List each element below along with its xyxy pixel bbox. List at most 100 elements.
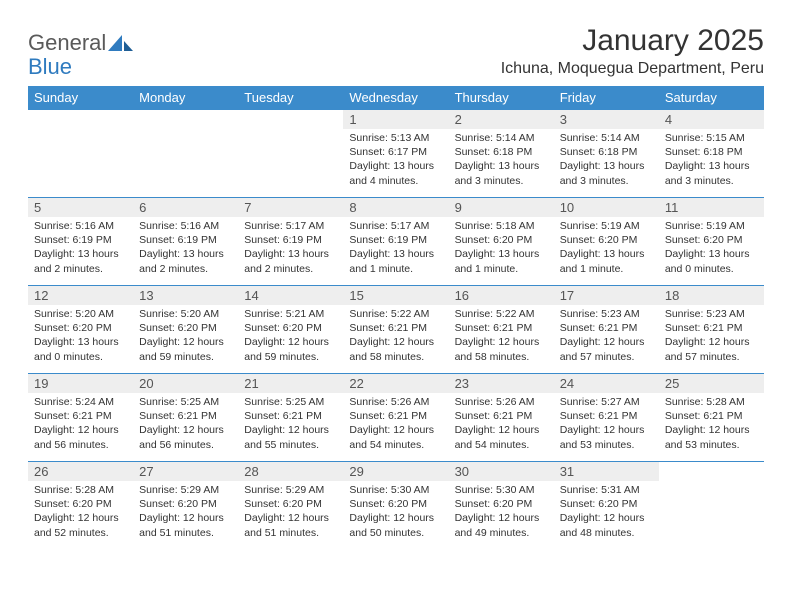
daylight-text: Daylight: 12 hours and 57 minutes. <box>665 335 758 363</box>
calendar-day-cell: 4Sunrise: 5:15 AMSunset: 6:18 PMDaylight… <box>659 110 764 198</box>
day-number: 8 <box>343 198 448 217</box>
calendar-day-cell: 13Sunrise: 5:20 AMSunset: 6:20 PMDayligh… <box>133 286 238 374</box>
calendar-day-cell: 29Sunrise: 5:30 AMSunset: 6:20 PMDayligh… <box>343 462 448 550</box>
daylight-text: Daylight: 12 hours and 52 minutes. <box>34 511 127 539</box>
calendar-day-cell: 23Sunrise: 5:26 AMSunset: 6:21 PMDayligh… <box>449 374 554 462</box>
calendar-day-cell: 16Sunrise: 5:22 AMSunset: 6:21 PMDayligh… <box>449 286 554 374</box>
weekday-header: Thursday <box>449 86 554 110</box>
sunrise-text: Sunrise: 5:17 AM <box>349 219 442 233</box>
sunrise-text: Sunrise: 5:17 AM <box>244 219 337 233</box>
sunset-text: Sunset: 6:19 PM <box>349 233 442 247</box>
day-number: 27 <box>133 462 238 481</box>
daylight-text: Daylight: 12 hours and 53 minutes. <box>665 423 758 451</box>
sunset-text: Sunset: 6:21 PM <box>560 409 653 423</box>
daylight-text: Daylight: 12 hours and 59 minutes. <box>244 335 337 363</box>
daylight-text: Daylight: 12 hours and 51 minutes. <box>139 511 232 539</box>
daylight-text: Daylight: 12 hours and 58 minutes. <box>349 335 442 363</box>
daylight-text: Daylight: 13 hours and 3 minutes. <box>560 159 653 187</box>
day-details: Sunrise: 5:24 AMSunset: 6:21 PMDaylight:… <box>28 393 133 456</box>
sunrise-text: Sunrise: 5:14 AM <box>455 131 548 145</box>
day-details: Sunrise: 5:27 AMSunset: 6:21 PMDaylight:… <box>554 393 659 456</box>
daylight-text: Daylight: 12 hours and 58 minutes. <box>455 335 548 363</box>
sunset-text: Sunset: 6:20 PM <box>244 497 337 511</box>
calendar-day-cell: 20Sunrise: 5:25 AMSunset: 6:21 PMDayligh… <box>133 374 238 462</box>
sunset-text: Sunset: 6:20 PM <box>560 233 653 247</box>
calendar-week-row: 12Sunrise: 5:20 AMSunset: 6:20 PMDayligh… <box>28 286 764 374</box>
calendar-day-cell: 26Sunrise: 5:28 AMSunset: 6:20 PMDayligh… <box>28 462 133 550</box>
day-details: Sunrise: 5:28 AMSunset: 6:20 PMDaylight:… <box>28 481 133 544</box>
sunrise-text: Sunrise: 5:22 AM <box>349 307 442 321</box>
calendar-week-row: 5Sunrise: 5:16 AMSunset: 6:19 PMDaylight… <box>28 198 764 286</box>
day-number: 23 <box>449 374 554 393</box>
day-details: Sunrise: 5:23 AMSunset: 6:21 PMDaylight:… <box>554 305 659 368</box>
daylight-text: Daylight: 13 hours and 2 minutes. <box>244 247 337 275</box>
day-details: Sunrise: 5:22 AMSunset: 6:21 PMDaylight:… <box>449 305 554 368</box>
daylight-text: Daylight: 12 hours and 56 minutes. <box>34 423 127 451</box>
sunset-text: Sunset: 6:20 PM <box>560 497 653 511</box>
sunrise-text: Sunrise: 5:30 AM <box>455 483 548 497</box>
day-number: 2 <box>449 110 554 129</box>
daylight-text: Daylight: 13 hours and 2 minutes. <box>34 247 127 275</box>
daylight-text: Daylight: 12 hours and 49 minutes. <box>455 511 548 539</box>
sunset-text: Sunset: 6:18 PM <box>665 145 758 159</box>
sunset-text: Sunset: 6:21 PM <box>665 321 758 335</box>
calendar-day-cell: 27Sunrise: 5:29 AMSunset: 6:20 PMDayligh… <box>133 462 238 550</box>
day-number: 16 <box>449 286 554 305</box>
daylight-text: Daylight: 12 hours and 59 minutes. <box>139 335 232 363</box>
day-details: Sunrise: 5:25 AMSunset: 6:21 PMDaylight:… <box>238 393 343 456</box>
sunset-text: Sunset: 6:18 PM <box>560 145 653 159</box>
sunset-text: Sunset: 6:21 PM <box>455 409 548 423</box>
calendar-day-cell: 2Sunrise: 5:14 AMSunset: 6:18 PMDaylight… <box>449 110 554 198</box>
sunrise-text: Sunrise: 5:25 AM <box>244 395 337 409</box>
day-number: 14 <box>238 286 343 305</box>
title-block: January 2025 Ichuna, Moquegua Department… <box>501 24 764 78</box>
day-number: 30 <box>449 462 554 481</box>
sunset-text: Sunset: 6:20 PM <box>244 321 337 335</box>
sunset-text: Sunset: 6:21 PM <box>560 321 653 335</box>
sunrise-text: Sunrise: 5:14 AM <box>560 131 653 145</box>
daylight-text: Daylight: 13 hours and 2 minutes. <box>139 247 232 275</box>
daylight-text: Daylight: 13 hours and 1 minute. <box>560 247 653 275</box>
day-number: 11 <box>659 198 764 217</box>
day-details: Sunrise: 5:14 AMSunset: 6:18 PMDaylight:… <box>554 129 659 192</box>
calendar-day-cell: 15Sunrise: 5:22 AMSunset: 6:21 PMDayligh… <box>343 286 448 374</box>
daylight-text: Daylight: 12 hours and 48 minutes. <box>560 511 653 539</box>
weekday-header: Wednesday <box>343 86 448 110</box>
weekday-header: Saturday <box>659 86 764 110</box>
day-number: 9 <box>449 198 554 217</box>
day-number: 15 <box>343 286 448 305</box>
day-details: Sunrise: 5:30 AMSunset: 6:20 PMDaylight:… <box>449 481 554 544</box>
day-details: Sunrise: 5:15 AMSunset: 6:18 PMDaylight:… <box>659 129 764 192</box>
sunrise-text: Sunrise: 5:29 AM <box>139 483 232 497</box>
sunrise-text: Sunrise: 5:28 AM <box>34 483 127 497</box>
calendar-day-cell: .. <box>238 110 343 198</box>
sunrise-text: Sunrise: 5:26 AM <box>349 395 442 409</box>
daylight-text: Daylight: 13 hours and 1 minute. <box>455 247 548 275</box>
calendar-day-cell: 31Sunrise: 5:31 AMSunset: 6:20 PMDayligh… <box>554 462 659 550</box>
day-number: 5 <box>28 198 133 217</box>
calendar-day-cell: 3Sunrise: 5:14 AMSunset: 6:18 PMDaylight… <box>554 110 659 198</box>
daylight-text: Daylight: 13 hours and 4 minutes. <box>349 159 442 187</box>
day-number: 10 <box>554 198 659 217</box>
day-number: 4 <box>659 110 764 129</box>
daylight-text: Daylight: 12 hours and 54 minutes. <box>349 423 442 451</box>
day-details: Sunrise: 5:31 AMSunset: 6:20 PMDaylight:… <box>554 481 659 544</box>
day-details: Sunrise: 5:18 AMSunset: 6:20 PMDaylight:… <box>449 217 554 280</box>
calendar-week-row: 26Sunrise: 5:28 AMSunset: 6:20 PMDayligh… <box>28 462 764 550</box>
sunrise-text: Sunrise: 5:23 AM <box>665 307 758 321</box>
sunset-text: Sunset: 6:19 PM <box>244 233 337 247</box>
sunset-text: Sunset: 6:21 PM <box>455 321 548 335</box>
day-number: 18 <box>659 286 764 305</box>
day-number: 21 <box>238 374 343 393</box>
day-details: Sunrise: 5:25 AMSunset: 6:21 PMDaylight:… <box>133 393 238 456</box>
calendar-day-cell: 7Sunrise: 5:17 AMSunset: 6:19 PMDaylight… <box>238 198 343 286</box>
daylight-text: Daylight: 12 hours and 50 minutes. <box>349 511 442 539</box>
day-details: Sunrise: 5:26 AMSunset: 6:21 PMDaylight:… <box>343 393 448 456</box>
weekday-header: Monday <box>133 86 238 110</box>
day-details: Sunrise: 5:20 AMSunset: 6:20 PMDaylight:… <box>133 305 238 368</box>
sunrise-text: Sunrise: 5:25 AM <box>139 395 232 409</box>
sunset-text: Sunset: 6:20 PM <box>139 321 232 335</box>
page-header: General January 2025 Ichuna, Moquegua De… <box>28 24 764 78</box>
day-details: Sunrise: 5:16 AMSunset: 6:19 PMDaylight:… <box>28 217 133 280</box>
day-details: Sunrise: 5:29 AMSunset: 6:20 PMDaylight:… <box>238 481 343 544</box>
